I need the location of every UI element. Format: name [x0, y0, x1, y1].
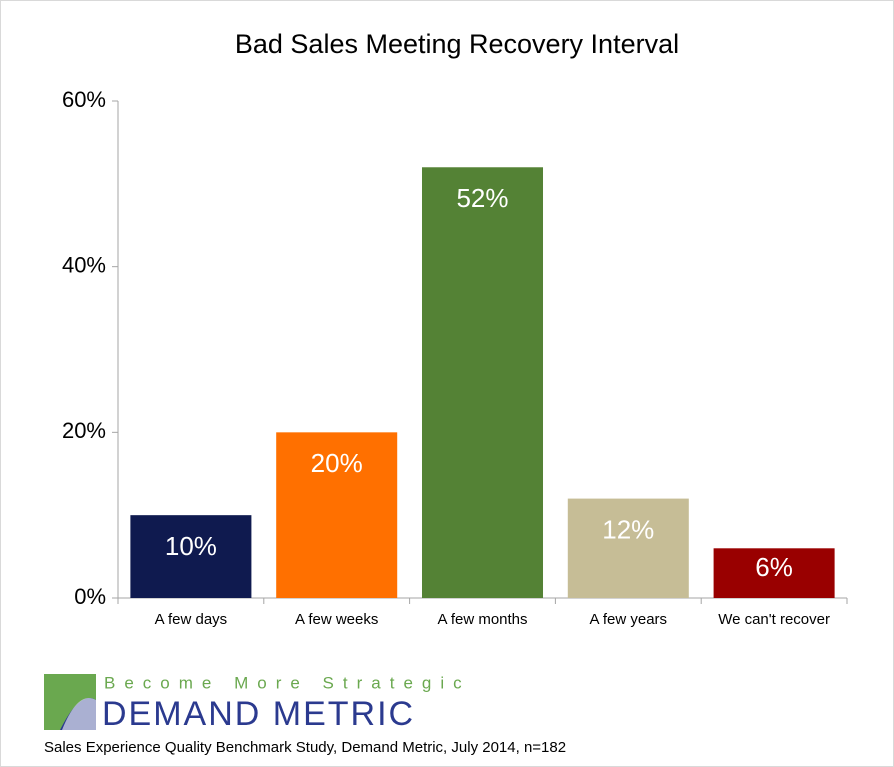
chart-title: Bad Sales Meeting Recovery Interval [235, 29, 679, 59]
x-tick-label: A few months [437, 611, 527, 628]
x-tick-label: A few weeks [295, 611, 378, 628]
value-label: 6% [755, 552, 793, 582]
bar [130, 515, 252, 598]
logo [44, 674, 96, 730]
source: Sales Experience Quality Benchmark Study… [44, 739, 566, 756]
logo-swoosh [62, 698, 96, 730]
value-label: 12% [602, 514, 654, 544]
x-tick-label: A few days [155, 611, 228, 628]
bar [567, 498, 689, 598]
x-tick-label: We can't recover [718, 611, 830, 628]
y-tick-label: 60% [62, 87, 106, 112]
value-label: 20% [311, 448, 363, 478]
y-tick-label: 40% [62, 252, 106, 277]
bar [713, 548, 835, 598]
logo-leaf [44, 674, 96, 730]
value-label: 10% [165, 531, 217, 561]
bar [421, 167, 544, 598]
x-tick-label: A few years [590, 611, 668, 628]
bar [276, 432, 398, 598]
tagline: Become More Strategic [104, 673, 471, 692]
value-label: 52% [456, 183, 508, 213]
brand: DEMAND METRIC [102, 695, 415, 733]
y-tick-label: 20% [62, 418, 106, 443]
y-tick-label: 0% [74, 584, 106, 609]
